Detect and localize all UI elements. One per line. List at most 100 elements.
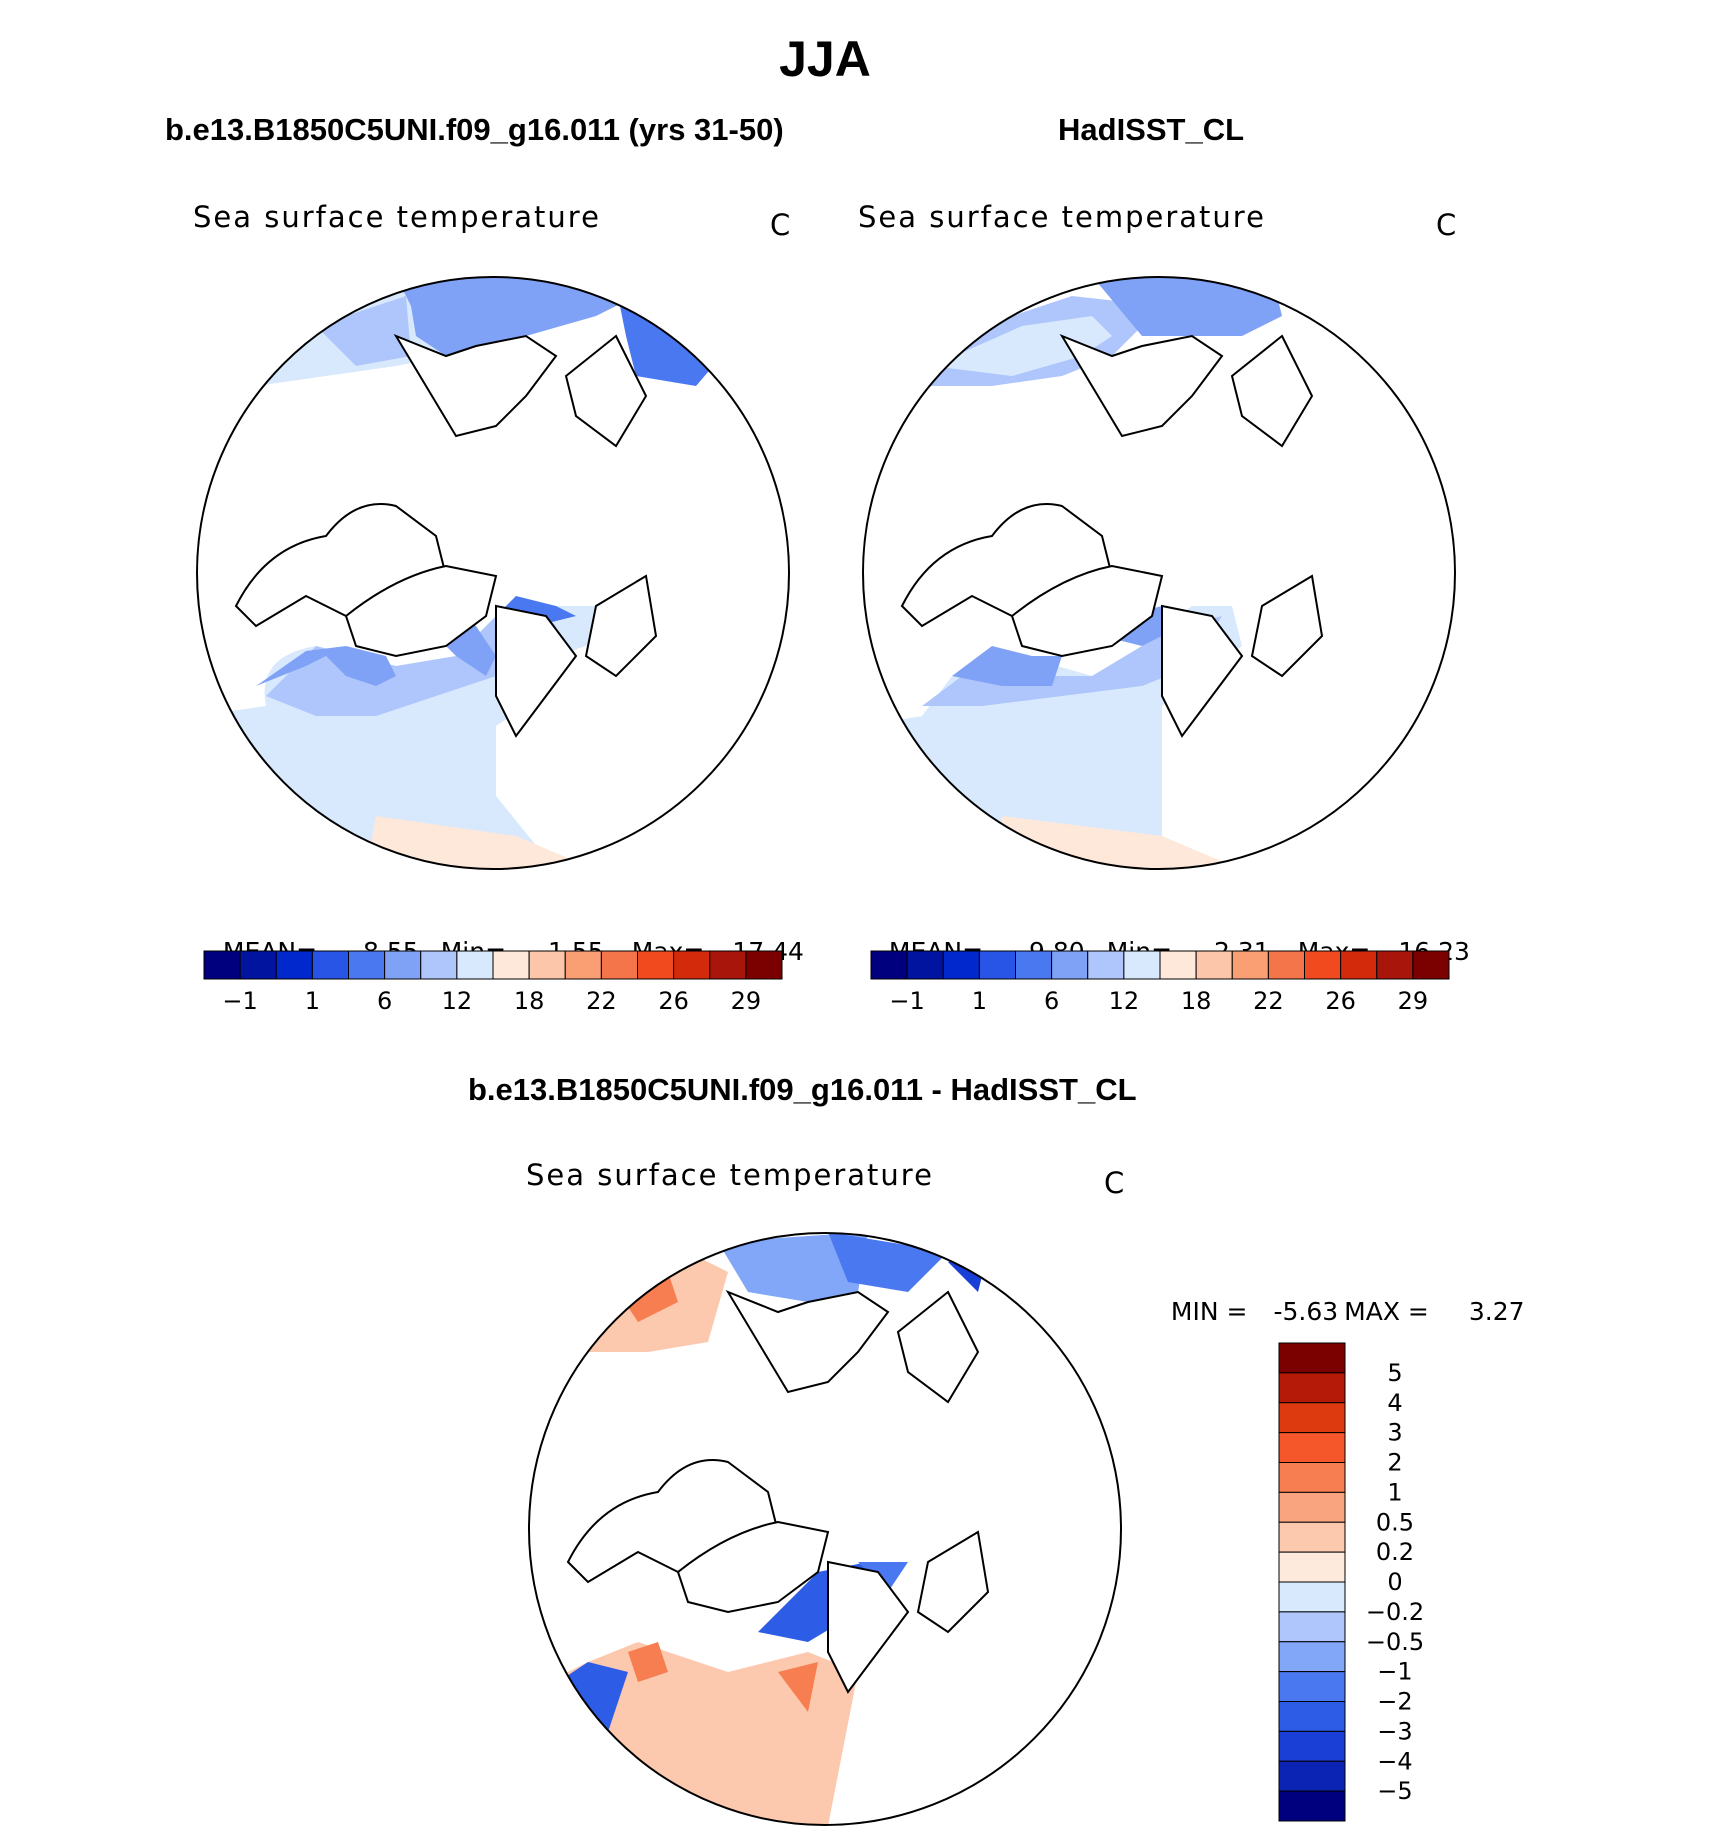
colorbar-tick-label: 22 xyxy=(586,987,617,1015)
colorbar-swatch xyxy=(239,950,277,980)
units-label-model: C xyxy=(770,208,791,242)
colorbar-model: −1 1 6 12 18 22 26 29 xyxy=(203,950,783,1015)
panel-title-diff: b.e13.B1850C5UNI.f09_g16.011 - HadISST_C… xyxy=(468,1072,1137,1107)
colorbar-swatch xyxy=(1340,950,1378,980)
colorbar-swatch xyxy=(1278,1730,1346,1762)
colorbar-tick-label: 26 xyxy=(658,987,689,1015)
colorbar-swatch xyxy=(942,950,980,980)
colorbar-swatch xyxy=(1267,950,1305,980)
colorbar-swatch xyxy=(745,950,783,980)
colorbar-swatch xyxy=(275,950,313,980)
colorbar-swatch xyxy=(1278,1372,1346,1404)
colorbar-swatch xyxy=(1159,950,1197,980)
colorbar-tick-label: 3 xyxy=(1387,1419,1402,1447)
figure-title: JJA xyxy=(779,31,871,87)
colorbar-tick-label: −1 xyxy=(222,987,257,1015)
colorbar-swatch xyxy=(1278,1581,1346,1613)
colorbar-tick-label: 1 xyxy=(1387,1478,1402,1506)
colorbar-swatch xyxy=(906,950,944,980)
colorbar-tick-label: 26 xyxy=(1325,987,1356,1015)
polar-map-model xyxy=(196,276,790,870)
colorbar-tick-label: −3 xyxy=(1377,1717,1412,1745)
colorbar-tick-label: −1 xyxy=(889,987,924,1015)
colorbar-swatch xyxy=(1304,950,1342,980)
polar-map-obs xyxy=(862,276,1456,870)
colorbar-tick-label: 2 xyxy=(1387,1449,1402,1477)
colorbar-swatch xyxy=(637,950,675,980)
units-label-diff: C xyxy=(1104,1166,1125,1200)
colorbar-tick-label: −5 xyxy=(1377,1777,1412,1805)
colorbar-swatch xyxy=(348,950,386,980)
colorbar-swatch xyxy=(1278,1432,1346,1463)
polar-map-diff xyxy=(528,1232,1122,1826)
colorbar-swatch xyxy=(870,950,908,980)
colorbar-swatch xyxy=(203,950,241,980)
colorbar-swatch xyxy=(1278,1491,1346,1523)
colorbar-tick-label: 0.5 xyxy=(1376,1508,1414,1536)
colorbar-swatch xyxy=(1278,1671,1346,1702)
colorbar-swatch xyxy=(1278,1701,1346,1732)
colorbar-swatch xyxy=(528,950,566,980)
colorbar-swatch xyxy=(1278,1462,1346,1493)
max-value: 3.27 xyxy=(1468,1297,1525,1326)
colorbar-tick-label: 22 xyxy=(1253,987,1284,1015)
colorbar-swatch xyxy=(1278,1551,1346,1583)
colorbar-tick-label: 18 xyxy=(514,987,545,1015)
colorbar-tick-label: −2 xyxy=(1377,1688,1412,1716)
colorbar-tick-label: 6 xyxy=(1044,987,1059,1015)
variable-label-model: Sea surface temperature xyxy=(193,200,601,234)
colorbar-swatch xyxy=(1278,1342,1346,1374)
colorbar-swatch xyxy=(673,950,711,980)
colorbar-swatch xyxy=(564,950,602,980)
colorbar-tick-label: 0.2 xyxy=(1376,1538,1414,1566)
colorbar-swatch xyxy=(709,950,747,980)
colorbar-tick-label: 18 xyxy=(1181,987,1212,1015)
colorbar-tick-label: −0.5 xyxy=(1366,1628,1424,1656)
variable-label-diff: Sea surface temperature xyxy=(526,1158,934,1192)
colorbar-swatch xyxy=(1015,950,1053,980)
colorbar-tick-label: −4 xyxy=(1377,1747,1412,1775)
colorbar-swatch xyxy=(1123,950,1161,980)
colorbar-swatch xyxy=(420,950,458,980)
colorbar-swatch xyxy=(1278,1760,1346,1792)
colorbar-swatch xyxy=(1278,1402,1346,1434)
panel-title-model: b.e13.B1850C5UNI.f09_g16.011 (yrs 31-50) xyxy=(165,112,784,147)
colorbar-swatch xyxy=(1376,950,1414,980)
colorbar-swatch xyxy=(978,950,1016,980)
colorbar-swatch xyxy=(1195,950,1233,980)
colorbar-tick-label: 1 xyxy=(305,987,320,1015)
colorbar-swatch xyxy=(1278,1521,1346,1553)
units-label-obs: C xyxy=(1436,208,1457,242)
min-value: -5.63 xyxy=(1273,1297,1339,1326)
colorbar-swatch xyxy=(1051,950,1089,980)
colorbar-swatch xyxy=(311,950,349,980)
colorbar-swatch xyxy=(456,950,494,980)
colorbar-swatch xyxy=(600,950,638,980)
colorbar-swatch xyxy=(492,950,530,980)
colorbar-swatch xyxy=(1412,950,1450,980)
colorbar-tick-label: −1 xyxy=(1377,1658,1412,1686)
colorbar-swatch xyxy=(1087,950,1125,980)
colorbar-tick-label: −0.2 xyxy=(1366,1598,1424,1626)
colorbar-tick-label: 6 xyxy=(377,987,392,1015)
min-label: MIN = xyxy=(1170,1297,1248,1326)
variable-label-obs: Sea surface temperature xyxy=(858,200,1266,234)
colorbar-swatch xyxy=(1278,1790,1346,1822)
max-label: MAX = xyxy=(1344,1297,1429,1326)
colorbar-swatch xyxy=(384,950,422,980)
colorbar-swatch xyxy=(1278,1641,1346,1673)
colorbar-swatch xyxy=(1278,1611,1346,1643)
stats-diff: MIN = -5.63 MAX = 3.27 xyxy=(1155,1268,1525,1326)
colorbar-tick-label: 1 xyxy=(972,987,987,1015)
colorbar-swatch xyxy=(1231,950,1269,980)
colorbar-tick-label: 29 xyxy=(1398,987,1429,1015)
panel-title-obs: HadISST_CL xyxy=(1058,112,1245,147)
colorbar-tick-label: 29 xyxy=(731,987,762,1015)
colorbar-tick-label: 12 xyxy=(1109,987,1140,1015)
colorbar-tick-label: 0 xyxy=(1387,1568,1402,1596)
colorbar-tick-label: 4 xyxy=(1387,1389,1402,1417)
colorbar-tick-label: 12 xyxy=(442,987,473,1015)
colorbar-obs: −1 1 6 12 18 22 26 29 xyxy=(870,950,1450,1015)
colorbar-tick-label: 5 xyxy=(1387,1359,1402,1387)
